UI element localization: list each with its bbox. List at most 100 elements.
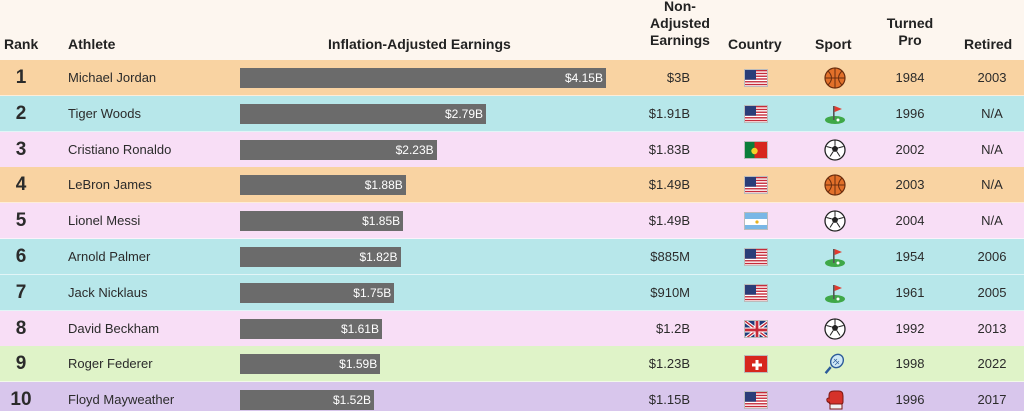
tennis-racket-icon [824,353,846,375]
bar-track: $4.15B [240,60,620,96]
basketball-icon [824,67,846,89]
turned-pro-year: 2003 [895,177,925,193]
bar-track: $1.82B [240,239,620,275]
turned-pro-year: 1984 [895,70,925,85]
bar-track: $1.61B [240,311,620,347]
bar-track: $1.88B [240,167,620,203]
athlete-name: Floyd Mayweather [68,392,175,408]
earnings-bar: $4.15B [240,68,606,88]
table-row: 7 Jack Nicklaus $1.75B $910M 1961 2005 [0,274,1024,311]
header-rank: Rank [4,36,39,52]
retired-year: 2005 [977,284,1007,300]
non-adjusted-earnings: $1.49B [648,213,690,229]
retired-year: 2006 [977,249,1007,264]
boxing-glove-icon [824,389,846,411]
golf-icon [824,282,846,304]
athlete-name: Cristiano Ronaldo [68,141,172,157]
athlete-name: Lionel Messi [68,213,141,229]
rank-cell: 5 [15,210,27,232]
athlete-name: Arnold Palmer [68,249,151,264]
turned-pro-year: 1996 [895,392,925,408]
bar-track: $2.23B [240,132,620,168]
rank-cell: 2 [15,102,27,124]
non-adjusted-earnings: $1.2B [656,320,690,336]
athlete-name: Roger Federer [68,356,153,372]
retired-year: 2003 [977,70,1007,85]
table-row: 2 Tiger Woods $2.79B $1.91B 1996 N/A [0,95,1024,132]
retired-year: 2022 [977,356,1007,372]
table-row: 3 Cristiano Ronaldo $2.23B $1.83B 2002 N/A [0,131,1024,168]
turned-pro-year: 2002 [895,141,925,157]
athlete-name: Jack Nicklaus [68,284,148,300]
non-adjusted-earnings: $1.49B [648,177,690,193]
retired-year: N/A [981,141,1003,157]
retired-year: N/A [981,105,1003,121]
turned-pro-year: 1961 [895,284,925,300]
athlete-name: Michael Jordan [68,70,157,85]
non-adjusted-earnings: $910M [650,284,690,300]
non-adjusted-earnings: $1.91B [648,105,690,121]
non-adjusted-earnings: $1.15B [648,392,690,408]
athlete-name: LeBron James [68,177,152,193]
header-non-adjusted-line2: Adjusted [650,15,710,31]
golf-icon [824,103,846,125]
earnings-bar: $1.61B [240,318,382,339]
table-row: 10 Floyd Mayweather $1.52B $1.15B 1996 2017 [0,382,1024,411]
retired-year: N/A [981,177,1003,193]
earnings-bar: $2.79B [240,103,487,124]
non-adjusted-earnings: $1.23B [648,356,690,372]
bar-track: $1.52B [240,382,620,411]
turned-pro-year: 1996 [895,105,925,121]
earnings-bar: $1.75B [240,282,395,303]
rank-cell: 1 [15,67,27,88]
earnings-bar: $1.85B [240,211,404,232]
non-adjusted-earnings: $1.83B [648,141,690,157]
bar-track: $2.79B [240,96,620,132]
table-row: 9 Roger Federer $1.59B $1.23B 1998 2022 [0,346,1024,383]
soccer-ball-icon [824,210,846,232]
retired-year: 2013 [977,320,1007,336]
header-athlete: Athlete [68,36,116,52]
earnings-bar: $2.23B [240,139,437,160]
earnings-bar: $1.88B [240,175,406,196]
table-row: 6 Arnold Palmer $1.82B $885M 1954 2006 [0,239,1024,275]
us-flag-icon [744,104,768,123]
athlete-name: Tiger Woods [68,105,141,121]
rank-cell: 7 [15,281,27,303]
header-non-adjusted-line1: Non- [664,0,696,14]
retired-year: 2017 [977,392,1007,408]
athlete-name: David Beckham [68,320,160,336]
header-non-adjusted-line3: Earnings [650,32,710,48]
non-adjusted-earnings: $885M [650,249,690,264]
portugal-flag-icon [744,140,768,159]
rank-cell: 6 [15,246,27,267]
header-sport: Sport [815,36,852,52]
uk-flag-icon [744,319,768,338]
rank-cell: 4 [15,174,27,196]
us-flag-icon [744,176,768,195]
earnings-bar: $1.59B [240,354,381,375]
table-row: 4 LeBron James $1.88B $1.49B 2003 N/A [0,167,1024,204]
retired-year: N/A [981,213,1003,229]
earnings-bar: $1.52B [240,390,375,411]
argentina-flag-icon [744,212,768,231]
table-header: Rank Athlete Inflation-Adjusted Earnings… [0,0,1024,60]
bar-track: $1.85B [240,203,620,239]
header-non-adjusted: Non- Adjusted Earnings [630,0,730,49]
bar-track: $1.75B [240,275,620,311]
turned-pro-year: 1998 [895,356,925,372]
us-flag-icon [744,248,768,266]
table-row: 5 Lionel Messi $1.85B $1.49B 2004 N/A [0,203,1024,240]
rank-cell: 9 [15,353,27,375]
us-flag-icon [744,69,768,87]
header-turned-pro-line2: Pro [898,32,922,48]
us-flag-icon [744,283,768,302]
header-country: Country [728,36,782,52]
header-inflation-adjusted: Inflation-Adjusted Earnings [328,36,511,52]
golf-icon [824,246,846,268]
header-retired: Retired [964,36,1013,52]
table-row: 8 David Beckham $1.61B $1.2B 1992 2013 [0,310,1024,347]
soccer-ball-icon [824,138,846,161]
switzerland-flag-icon [744,355,768,374]
table-row: 1 Michael Jordan $4.15B $3B 1984 2003 [0,60,1024,96]
